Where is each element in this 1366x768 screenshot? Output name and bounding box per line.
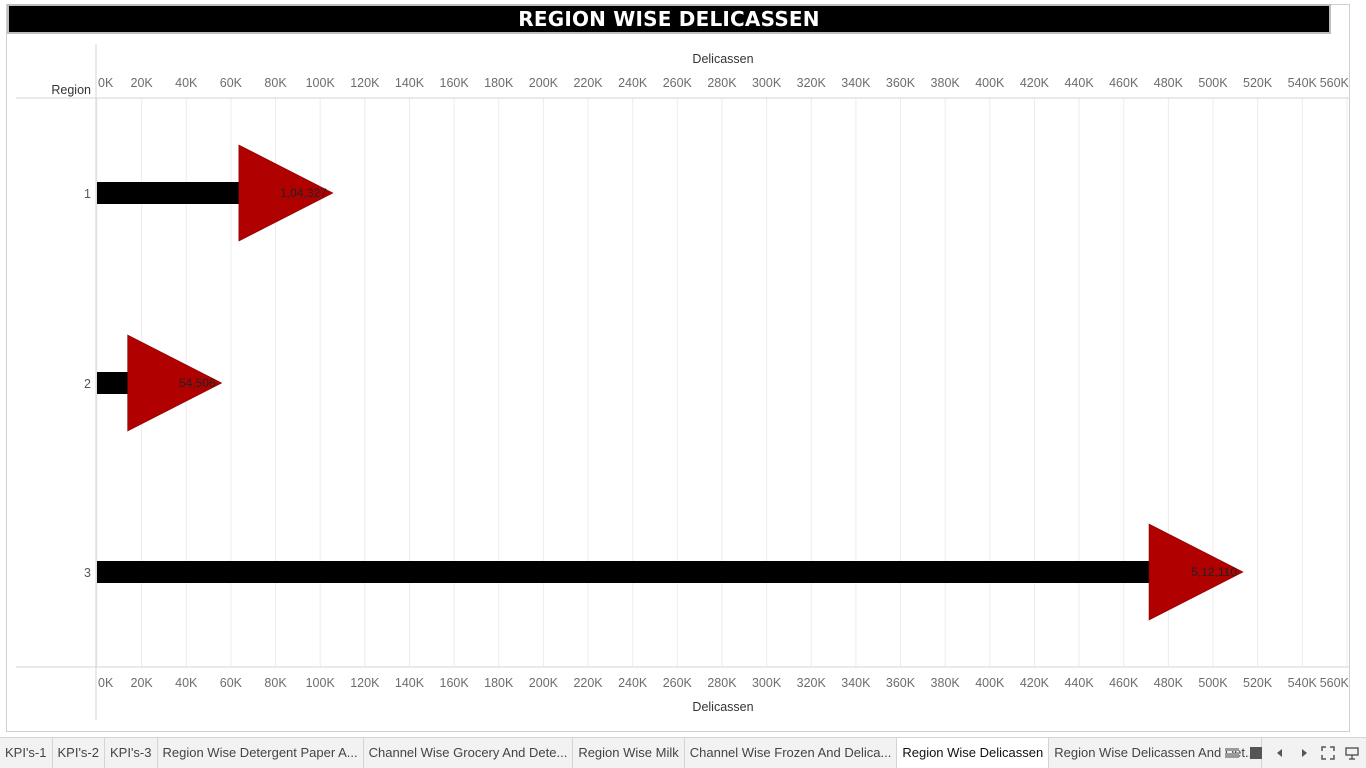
x-tick-label-bottom: 300K (752, 676, 782, 690)
x-tick-label-bottom: 560K (1320, 676, 1350, 690)
x-tick-label-bottom: 360K (886, 676, 916, 690)
x-tick-label-bottom: 220K (573, 676, 603, 690)
bar (97, 372, 130, 394)
x-tick-label-bottom: 240K (618, 676, 648, 690)
presentation-mode-icon[interactable] (1344, 745, 1360, 761)
sheet-tab[interactable]: KPI's-1 (0, 738, 53, 768)
y-category-label: 3 (84, 566, 91, 580)
x-tick-label-bottom: 520K (1243, 676, 1273, 690)
sheet-tab[interactable]: Region Wise Milk (573, 738, 685, 768)
x-tick-label-bottom: 60K (220, 676, 243, 690)
bar (97, 561, 1152, 583)
x-tick-label-top: 380K (931, 76, 961, 90)
sheet-tab[interactable]: Region Wise Detergent Paper A... (158, 738, 364, 768)
x-tick-label-top: 180K (484, 76, 514, 90)
x-tick-label-top: 420K (1020, 76, 1050, 90)
x-tick-label-bottom: 380K (931, 676, 961, 690)
x-tick-label-top: 300K (752, 76, 782, 90)
sheet-tabs: KPI's-1 KPI's-2 KPI's-3 Region Wise Deterge… (0, 738, 1262, 768)
x-tick-label-bottom: 280K (707, 676, 737, 690)
x-tick-label-top: 200K (529, 76, 559, 90)
x-tick-label-bottom: 120K (350, 676, 380, 690)
y-category-label: 2 (84, 377, 91, 391)
x-tick-label-top: 280K (707, 76, 737, 90)
page-title: REGION WISE DELICASSEN (518, 7, 820, 31)
x-tick-label-top: 460K (1109, 76, 1139, 90)
sheet-tab[interactable]: KPI's-2 (53, 738, 105, 768)
x-tick-label-top: 440K (1064, 76, 1094, 90)
x-tick-label-bottom: 140K (395, 676, 425, 690)
chart-marks: 1,04,327 54,506 5,12,110 (97, 144, 1244, 621)
x-tick-label-top: 320K (797, 76, 827, 90)
x-tick-label-top: 220K (573, 76, 603, 90)
x-tick-label-bottom: 200K (529, 676, 559, 690)
tab-controls (1224, 738, 1360, 768)
data-label: 54,506 (179, 376, 216, 390)
x-tick-label-bottom: 460K (1109, 676, 1139, 690)
x-tick-label-bottom: 180K (484, 676, 514, 690)
arrow-marker (127, 334, 223, 432)
sheet-tab-bar: KPI's-1 KPI's-2 KPI's-3 Region Wise Deterge… (0, 737, 1366, 768)
x-tick-label-bottom: 320K (797, 676, 827, 690)
y-axis-title: Region (51, 83, 91, 97)
x-tick-label-bottom: 100K (306, 676, 336, 690)
x-tick-label-top: 560K (1320, 76, 1350, 90)
x-axis-title-top: Delicassen (692, 52, 753, 66)
x-tick-label-top: 260K (663, 76, 693, 90)
x-tick-label-top: 20K (131, 76, 154, 90)
data-label: 1,04,327 (280, 186, 327, 200)
x-tick-label-bottom: 40K (175, 676, 198, 690)
x-tick-label-bottom: 420K (1020, 676, 1050, 690)
sheet-tab[interactable]: Channel Wise Grocery And Dete... (364, 738, 574, 768)
sheet-tab[interactable]: Channel Wise Frozen And Delica... (685, 738, 898, 768)
next-sheet-icon[interactable] (1296, 745, 1312, 761)
dashboard (6, 4, 1350, 732)
title-bar: REGION WISE DELICASSEN (7, 4, 1331, 34)
x-tick-label-top: 240K (618, 76, 648, 90)
x-tick-label-bottom: 340K (841, 676, 871, 690)
x-tick-label-bottom: 0K (98, 676, 114, 690)
show-filmstrip-icon[interactable] (1224, 745, 1240, 761)
x-tick-label-top: 120K (350, 76, 380, 90)
x-tick-label-top: 80K (264, 76, 287, 90)
x-tick-label-top: 520K (1243, 76, 1273, 90)
x-tick-label-top: 140K (395, 76, 425, 90)
x-tick-label-bottom: 260K (663, 676, 693, 690)
x-tick-label-bottom: 160K (440, 676, 470, 690)
x-tick-label-bottom: 400K (975, 676, 1005, 690)
x-tick-label-bottom: 80K (264, 676, 287, 690)
x-tick-label-top: 400K (975, 76, 1005, 90)
x-tick-label-top: 160K (440, 76, 470, 90)
data-label: 5,12,110 (1191, 565, 1237, 579)
x-axis-title-bottom: Delicassen (692, 700, 753, 714)
x-tick-label-top: 360K (886, 76, 916, 90)
y-category-label: 1 (84, 187, 91, 201)
x-tick-label-bottom: 540K (1288, 676, 1318, 690)
x-tick-label-bottom: 440K (1064, 676, 1094, 690)
previous-sheet-icon[interactable] (1272, 745, 1288, 761)
x-tick-label-top: 100K (306, 76, 336, 90)
fullscreen-icon[interactable] (1320, 745, 1336, 761)
chart: 0K 0K 20K 20K 40K 40K 60K 60K 80K 80K 100K 100K 120K… (16, 44, 1350, 720)
bar (97, 182, 241, 204)
show-tabs-icon[interactable] (1248, 745, 1264, 761)
x-tick-label-top: 340K (841, 76, 871, 90)
x-tick-label-bottom: 20K (131, 676, 154, 690)
x-tick-label-top: 40K (175, 76, 198, 90)
sheet-tab[interactable]: Region Wise Delicassen (897, 738, 1050, 768)
x-tick-label-bottom: 500K (1198, 676, 1228, 690)
x-tick-label-top: 480K (1154, 76, 1184, 90)
x-tick-label-top: 540K (1288, 76, 1318, 90)
x-tick-label-bottom: 480K (1154, 676, 1184, 690)
sheet-tab[interactable]: KPI's-3 (105, 738, 158, 768)
axes: 0K 0K 20K 20K 40K 40K 60K 60K 80K 80K 100K 100K 120K… (16, 44, 1350, 720)
x-tick-label-top: 500K (1198, 76, 1228, 90)
arrow-marker (1148, 523, 1244, 621)
arrow-marker (238, 144, 334, 242)
x-tick-label-top: 60K (220, 76, 243, 90)
x-tick-label-top: 0K (98, 76, 114, 90)
